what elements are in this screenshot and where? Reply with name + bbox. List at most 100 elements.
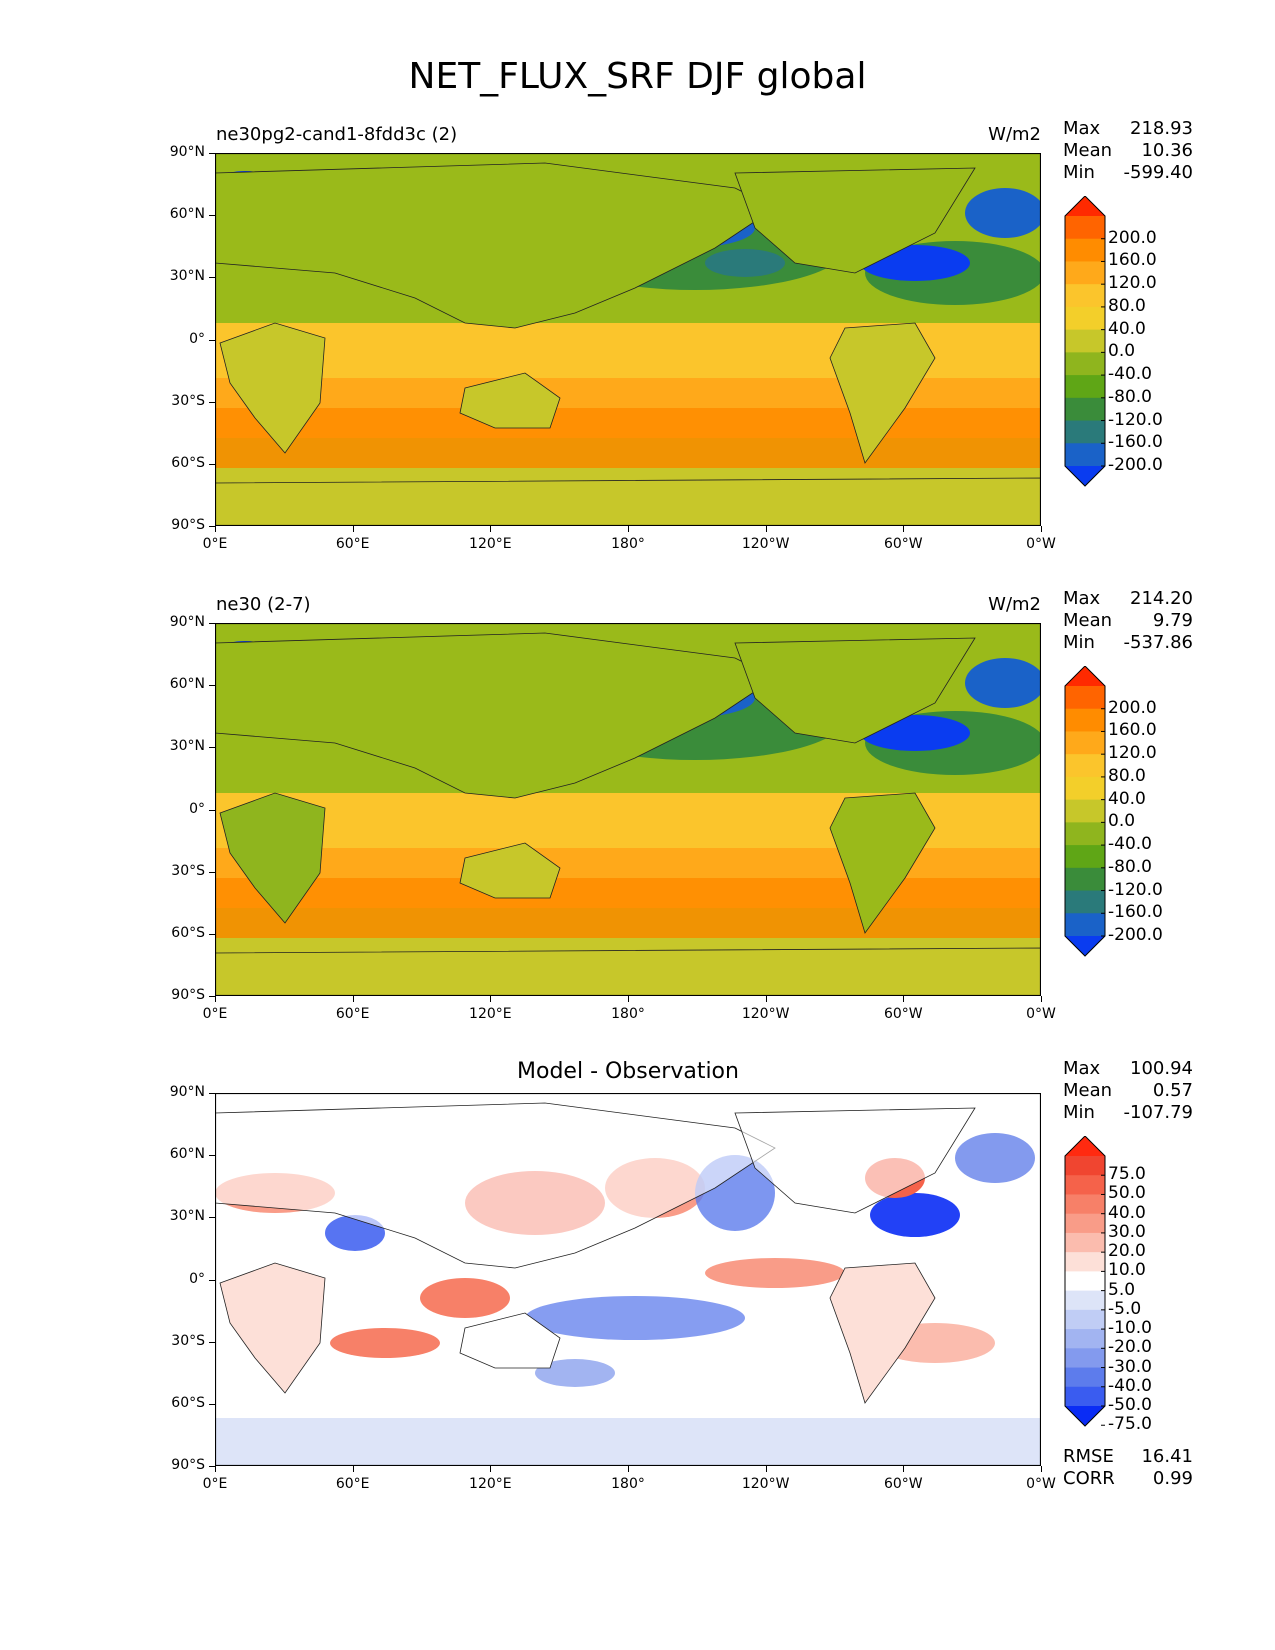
colorbar-svg (1064, 1135, 1106, 1427)
panel-title: Model - Observation (517, 1059, 739, 1084)
x-tick-mark (215, 526, 216, 532)
land-north-america (734, 637, 976, 744)
colorbar-tick-label: 40.0 (1108, 318, 1146, 339)
stat-min-value: -599.40 (1123, 162, 1193, 183)
y-tick-label: 90°S (171, 1457, 205, 1473)
x-tick-mark (765, 526, 767, 532)
x-tick-label: 0°W (1026, 1476, 1056, 1492)
land-australia (459, 1312, 561, 1369)
x-tick-label: 60°W (883, 1476, 923, 1492)
colorbar-segment (1065, 867, 1105, 892)
colorbar-tick-label: 160.0 (1108, 720, 1157, 741)
y-tick-label: 30°N (169, 738, 205, 755)
colorbar-segment (1065, 754, 1105, 778)
stat-max-label: Max (1063, 588, 1101, 609)
colorbar-svg (1064, 195, 1106, 487)
x-tick-label: 0°E (202, 1006, 228, 1022)
colorbar-segment (1065, 1156, 1105, 1176)
y-tick-mark (209, 685, 215, 687)
metrics-block: RMSE 16.41 CORR 0.99 (1063, 1446, 1193, 1490)
x-tick-mark (490, 526, 492, 532)
colorbar-segment (1065, 443, 1105, 467)
colorbar-extend-max (1065, 196, 1105, 216)
colorbar-segment (1065, 261, 1105, 285)
colorbar-segment (1065, 1386, 1105, 1407)
colorbar-extend-min (1065, 1406, 1105, 1426)
x-tick-label: 120°E (469, 1476, 512, 1492)
y-tick-label: 30°S (171, 862, 205, 879)
colorbar-tick-label: 200.0 (1108, 697, 1157, 718)
colorbar-tick-label: -120.0 (1108, 879, 1163, 900)
x-tick-mark (352, 1466, 354, 1472)
colorbar-segment (1065, 822, 1105, 846)
y-tick-mark (209, 1341, 215, 1343)
colorbar-segment (1065, 284, 1105, 308)
x-tick-mark (490, 996, 492, 1002)
y-tick-label: 60°S (171, 1394, 205, 1411)
colorbar-segment (1065, 686, 1105, 710)
panel-title: ne30pg2-cand1-8fdd3c (2) (216, 124, 458, 145)
panel-units: W/m2 (988, 124, 1041, 145)
land-north-america (734, 167, 976, 274)
field-blob (525, 1296, 745, 1340)
colorbar-segment (1065, 1290, 1105, 1311)
stat-max-label: Max (1063, 1058, 1101, 1079)
panel-difference: Model - Observation Max 100.94 Mean 0.57 M… (0, 1058, 1275, 1518)
colorbar-segment (1065, 1252, 1105, 1272)
stat-mean-value: 9.79 (1152, 610, 1193, 631)
y-tick-label: 90°S (171, 987, 205, 1003)
colorbar-tick-label: -75.0 (1108, 1414, 1152, 1435)
colorbar-segment (1065, 845, 1105, 869)
colorbar-segment (1065, 306, 1105, 331)
colorbar-tick-label: 80.0 (1108, 295, 1146, 316)
colorbar: 200.0 160.0 120.0 80.0 40.0 0.0 -40.0 -80.0 -120… (1060, 665, 1163, 970)
y-tick-mark (209, 1466, 215, 1467)
rmse-label: RMSE (1063, 1446, 1114, 1467)
stat-mean-value: 10.36 (1141, 140, 1193, 161)
colorbar-segment (1065, 1213, 1105, 1234)
colorbar-tick-label: -200.0 (1108, 925, 1163, 945)
stat-max-value: 100.94 (1130, 1058, 1193, 1079)
colorbar-tick-label: -160.0 (1108, 432, 1163, 453)
colorbar-tick-label: -200.0 (1108, 455, 1163, 475)
field-blob (870, 1193, 960, 1237)
stat-mean-label: Mean (1063, 140, 1113, 161)
y-tick-label: 0° (189, 1270, 205, 1287)
colorbar-tick-label: 10.0 (1108, 1260, 1146, 1281)
y-tick-label: 30°N (169, 268, 205, 285)
colorbar-svg (1064, 665, 1106, 957)
y-tick-label: 90°S (171, 517, 205, 533)
y-tick-mark (209, 1403, 215, 1405)
map-frame (215, 153, 1041, 526)
x-tick-mark (490, 1466, 492, 1472)
land-south-america (829, 322, 936, 464)
y-tick-label: 60°S (171, 454, 205, 471)
colorbar-segment (1065, 329, 1105, 353)
stats-block: Max 100.94 Mean 0.57 Min -107.79 (1063, 1058, 1193, 1124)
map-frame (215, 623, 1041, 996)
colorbar-tick-label: -40.0 (1108, 1375, 1152, 1396)
land-africa (219, 1262, 326, 1394)
colorbar-tick-label: 40.0 (1108, 788, 1146, 809)
panel-model-1: ne30pg2-cand1-8fdd3c (2) W/m2 Max 218.93 … (0, 118, 1275, 578)
colorbar-tick-label: -10.0 (1108, 1318, 1152, 1339)
colorbar-tick-label: -120.0 (1108, 409, 1163, 430)
panel-units: W/m2 (988, 594, 1041, 615)
colorbar-segment (1065, 799, 1105, 823)
colorbar-segment (1065, 375, 1105, 399)
land-south-america (829, 792, 936, 934)
x-tick-label: 0°W (1026, 1006, 1056, 1022)
y-tick-label: 0° (189, 330, 205, 347)
stat-min-label: Min (1063, 162, 1095, 183)
y-tick-mark (209, 526, 215, 527)
x-tick-label: 120°W (741, 536, 790, 552)
panel-model-2: ne30 (2-7) W/m2 Max 214.20 Mean 9.79 Min -5… (0, 588, 1275, 1048)
colorbar-segment (1065, 1175, 1105, 1195)
x-tick-label: 60°W (883, 1006, 923, 1022)
colorbar-tick-label: -80.0 (1108, 386, 1152, 407)
x-tick-label: 60°E (335, 1006, 370, 1022)
y-tick-mark (209, 339, 215, 341)
colorbar-tick-label: 20.0 (1108, 1241, 1146, 1262)
x-tick-label: 120°E (469, 1006, 512, 1022)
land-australia (459, 372, 561, 429)
